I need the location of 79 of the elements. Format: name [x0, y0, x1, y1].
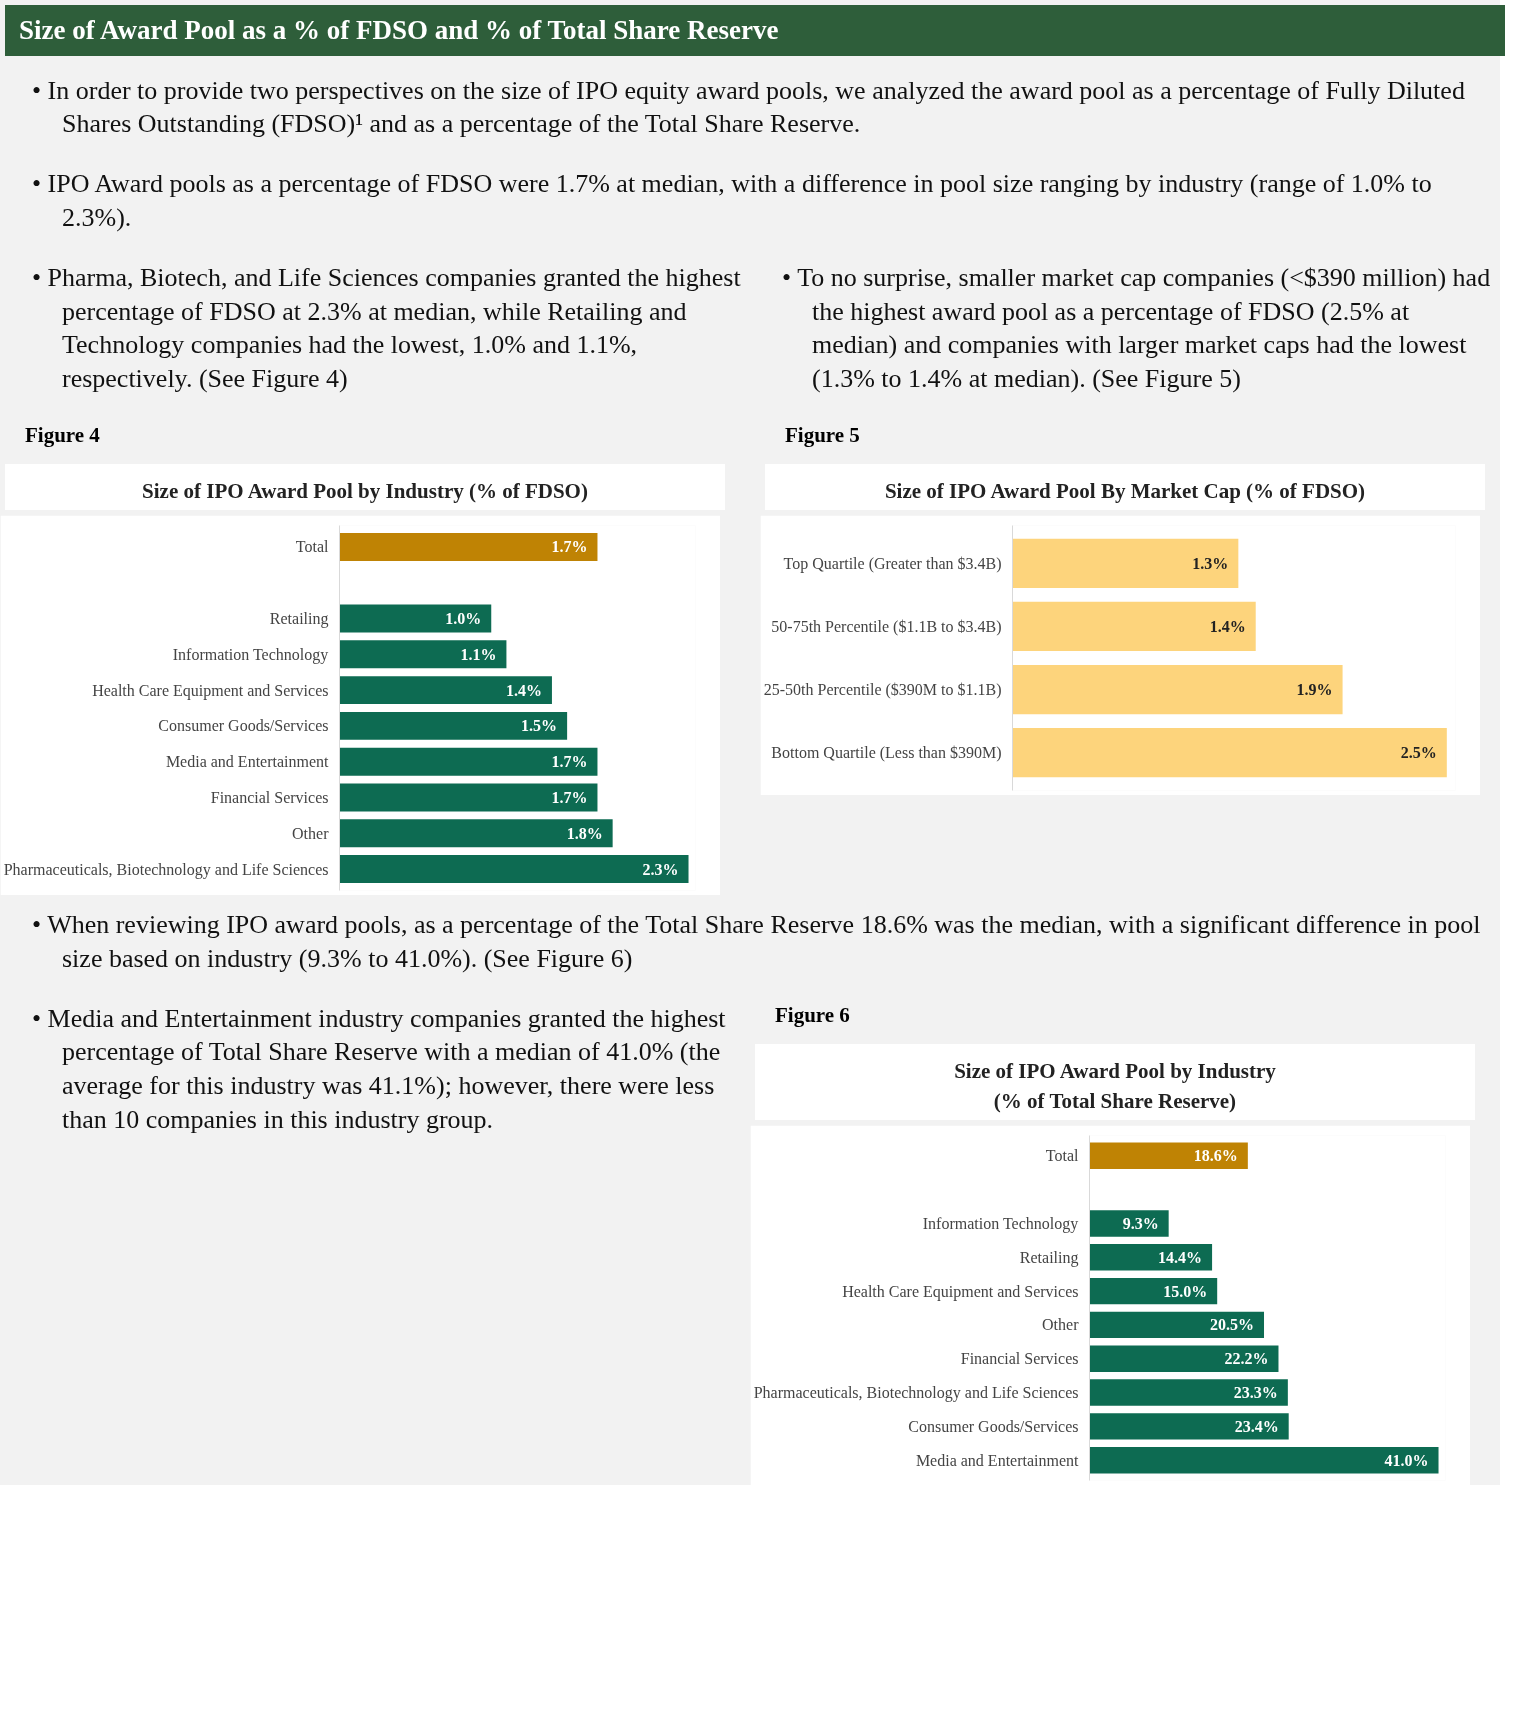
data-label: 15.0%: [1163, 1282, 1208, 1300]
bar: [1089, 1378, 1288, 1406]
bar: [339, 747, 598, 776]
data-label: 1.9%: [1296, 680, 1333, 698]
text: Size of Award Pool as a % of FDSO and % of Total Share Reserve: [19, 15, 779, 45]
data-label: 23.3%: [1233, 1383, 1278, 1401]
y-tick-label: Retailing: [269, 609, 329, 628]
data-label: 1.5%: [521, 717, 558, 735]
data-label: 1.3%: [1192, 554, 1229, 572]
bar: [1089, 1243, 1213, 1270]
text: • IPO Award pools as a percentage of FDSO were 1.7% at median, with a difference in pool size ranging by industry (range of 1.0% to 2.3%).: [31, 168, 1433, 234]
data-label: 41.0%: [1384, 1451, 1429, 1469]
y-tick-label: Other: [292, 824, 330, 842]
data-label: 1.8%: [566, 824, 603, 842]
y-tick-label: Consumer Goods/Services: [908, 1417, 1079, 1435]
data-label: 1.7%: [551, 788, 588, 806]
y-tick-label: Financial Services: [960, 1349, 1079, 1367]
bar: [339, 532, 598, 561]
y-tick-label: Health Care Equipment and Services: [92, 681, 329, 700]
y-tick-label: Other: [1042, 1315, 1080, 1333]
bar: [1012, 538, 1239, 588]
bar: [339, 711, 568, 740]
y-tick-label: Total: [1045, 1146, 1080, 1164]
bar: [1089, 1345, 1279, 1372]
y-tick-label: Information Technology: [172, 645, 329, 664]
y-tick-label: Top Quartile (Greater than $3.4B): [783, 554, 1002, 573]
data-label: 1.0%: [445, 609, 482, 627]
bar: [339, 676, 552, 704]
bar: [339, 819, 613, 848]
data-label: 2.3%: [642, 860, 679, 878]
text: • When reviewing IPO award pools, as a percentage of the Total Share Reserve 18.6% was the median, with a significant difference in pool size based on industry (9.3% to 41.0%). (See Figure 6): [31, 908, 1482, 975]
bar: [1089, 1311, 1265, 1338]
data-label: 23.4%: [1234, 1417, 1279, 1435]
data-label: 1.1%: [460, 645, 497, 663]
data-label: 1.4%: [1209, 617, 1246, 635]
bar: [339, 640, 507, 669]
data-label: 1.7%: [551, 753, 588, 771]
bar: [1012, 601, 1256, 651]
bar: [339, 855, 689, 883]
data-label: 9.3%: [1122, 1214, 1159, 1232]
data-label: 22.2%: [1224, 1349, 1269, 1367]
y-tick-label: Consumer Goods/Services: [158, 717, 329, 735]
data-label: 1.4%: [505, 681, 542, 699]
y-tick-label: Health Care Equipment and Services: [842, 1282, 1079, 1301]
bar: [339, 783, 598, 812]
y-tick-label: Media and Entertainment: [915, 1451, 1080, 1469]
caption: Figure 4: [25, 422, 100, 447]
bar: [1089, 1446, 1439, 1473]
bar: [339, 604, 492, 633]
bar: [1012, 664, 1343, 715]
bar: [1089, 1142, 1248, 1169]
y-tick-label: Media and Entertainment: [165, 753, 330, 771]
y-tick-label: 50-75th Percentile ($1.1B to $3.4B): [771, 617, 1002, 636]
chart-title: Size of IPO Award Pool By Market Cap (% of FDSO): [884, 478, 1366, 503]
y-tick-label: Total: [295, 538, 330, 556]
y-tick-label: 25-50th Percentile ($390M to $1.1B): [763, 680, 1002, 699]
data-label: 14.4%: [1158, 1248, 1203, 1266]
chart-title: Size of IPO Award Pool by Industry (% of Total Share Reserve): [954, 1058, 1276, 1113]
bar: [1089, 1209, 1169, 1237]
y-tick-label: Financial Services: [210, 788, 329, 806]
caption: Figure 6: [775, 1002, 850, 1027]
chart-title: Size of IPO Award Pool by Industry (% of FDSO): [142, 478, 588, 503]
data-label: 1.7%: [551, 538, 588, 556]
y-tick-label: Bottom Quartile (Less than $390M): [771, 744, 1002, 763]
data-label: 18.6%: [1193, 1146, 1238, 1164]
data-label: 2.5%: [1400, 744, 1437, 762]
bar: [1089, 1277, 1218, 1304]
caption: Figure 5: [785, 422, 860, 447]
y-tick-label: Information Technology: [922, 1214, 1079, 1233]
bar: [1012, 727, 1447, 778]
text: • In order to provide two perspectives on the size of IPO equity award pools, we analyzed the award pool as a percentage of Fully Diluted Shares Outstanding (FDSO)¹ and as a percentage of the Total Share Reserve.: [31, 74, 1466, 141]
text: • Pharma, Biotech, and Life Sciences companies granted the highest percentage of FDSO at 2.3% at median, while Retailing and Technology companies had the lowest, 1.0% and 1.1%, respectively. (See Figure 4): [31, 261, 742, 396]
y-tick-label: Pharmaceuticals, Biotechnology and Life Sciences: [753, 1383, 1079, 1402]
y-tick-label: Retailing: [1019, 1248, 1079, 1267]
bar: [1089, 1412, 1289, 1440]
text: • To no surprise, smaller market cap companies (<$390 million) had the highest award pool as a percentage of FDSO (2.5% at median) and companies with larger market caps had the lowest (1.3% to 1.4% at median). (See Figure 5): [781, 261, 1492, 396]
y-tick-label: Pharmaceuticals, Biotechnology and Life Sciences: [3, 860, 329, 879]
text: • Media and Entertainment industry companies granted the highest percentage of Total Share Reserve with a median of 41.0% (the average for this industry was 41.1%); however, there were less than 10 companies in this industry group.: [31, 1002, 727, 1136]
data-label: 20.5%: [1210, 1315, 1255, 1333]
